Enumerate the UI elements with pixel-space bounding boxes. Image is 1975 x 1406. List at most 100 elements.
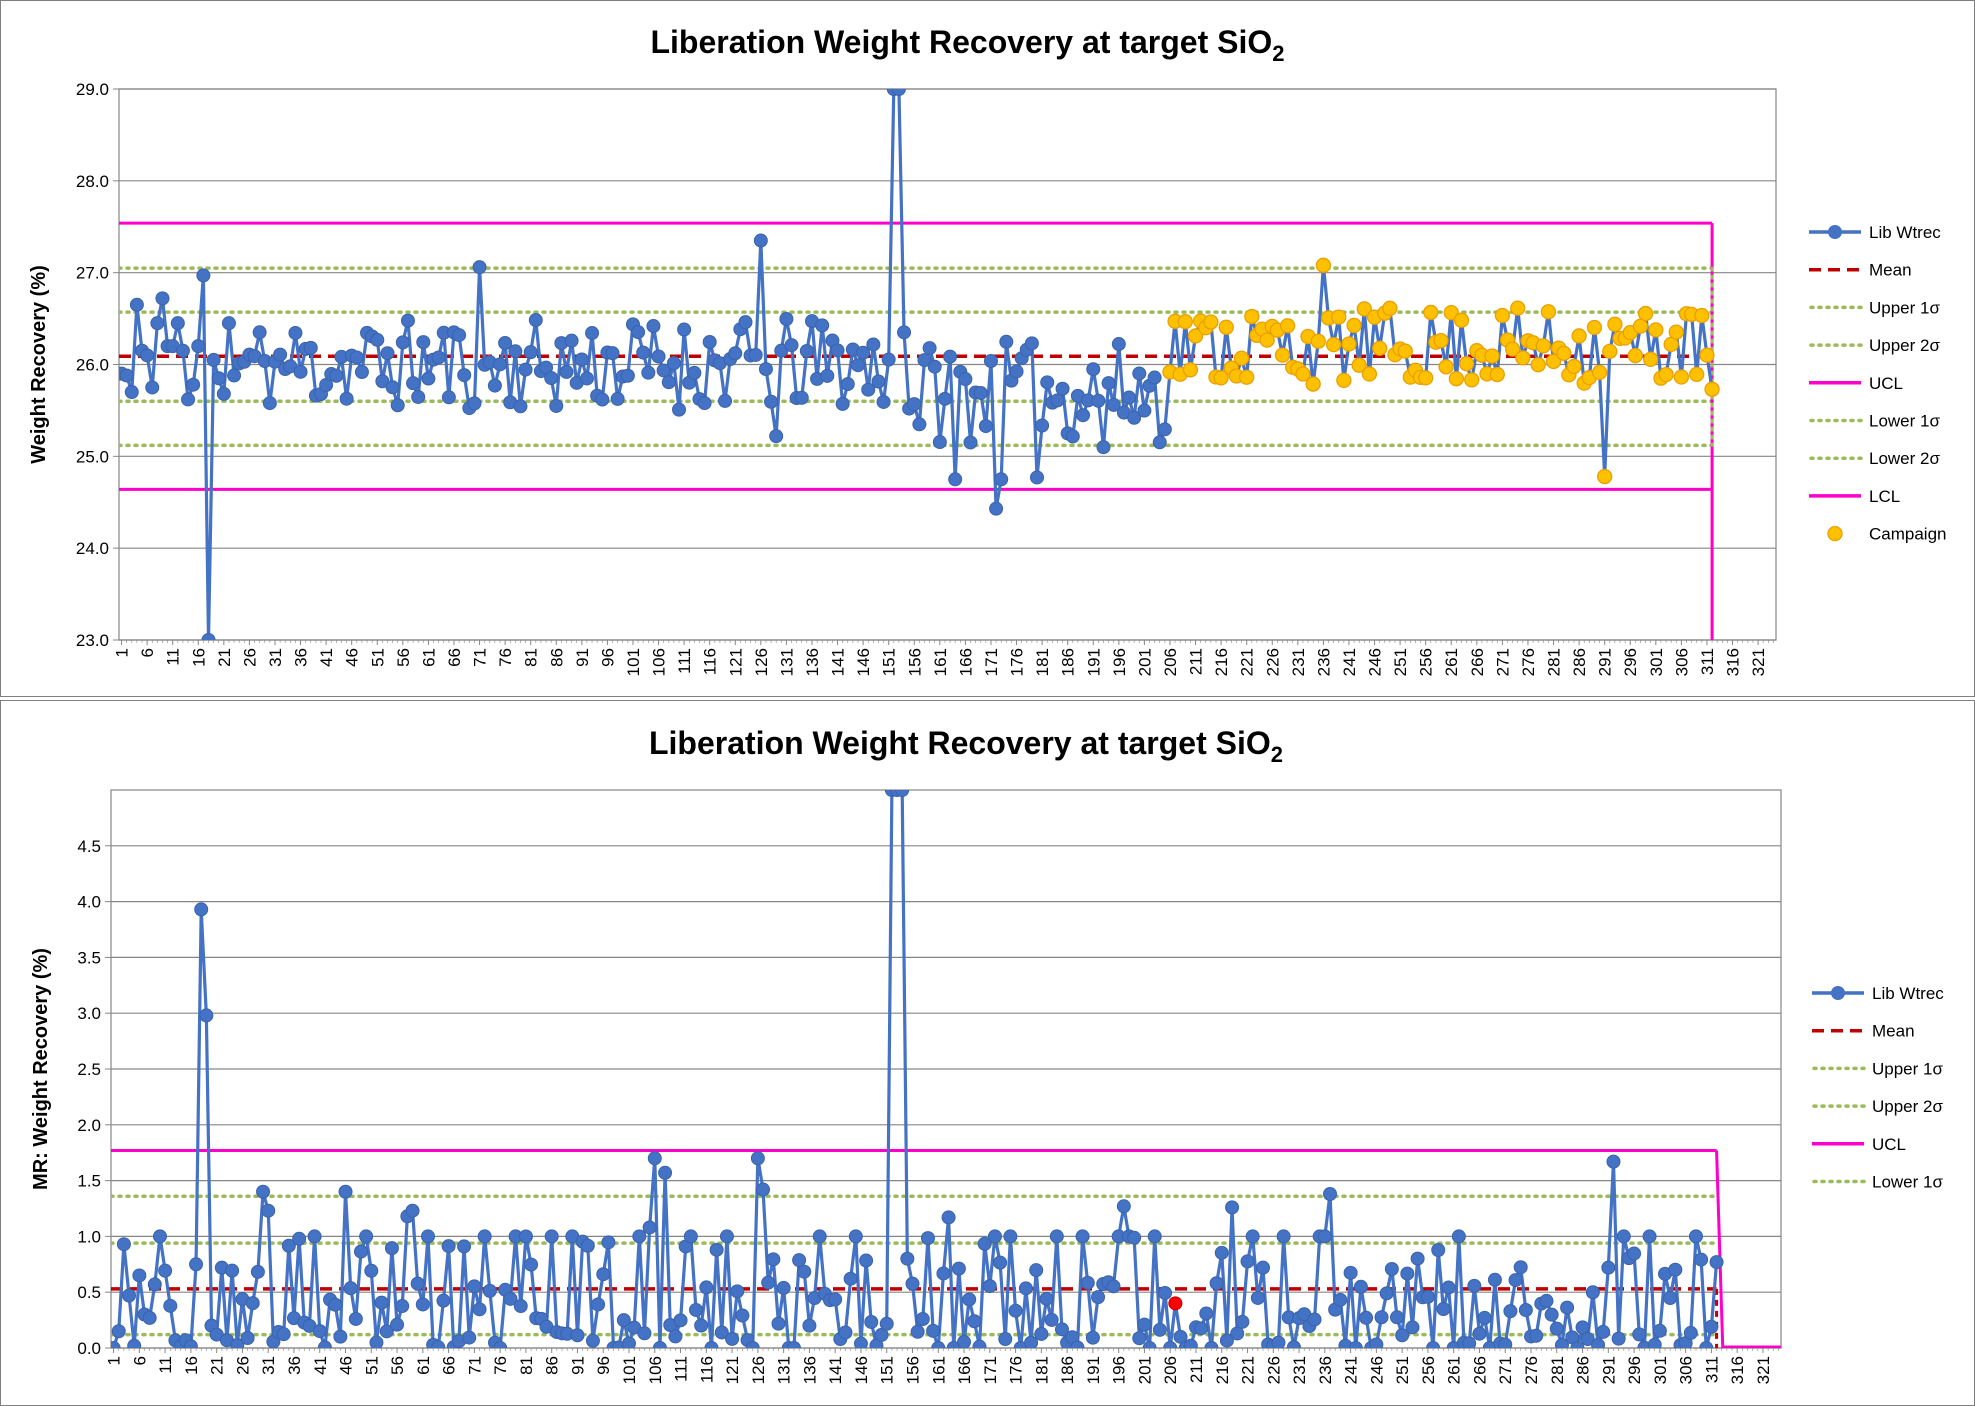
data-point (124, 385, 139, 400)
campaign-point (1668, 324, 1684, 340)
data-point (802, 1318, 817, 1333)
y-tick-label: 25.0 (76, 447, 109, 466)
data-point (1219, 1333, 1234, 1348)
x-tick-label: 271 (1496, 1356, 1515, 1384)
data-point (1369, 1337, 1384, 1348)
campaign-point (1182, 362, 1199, 378)
data-point (1642, 1229, 1657, 1244)
data-point (835, 396, 850, 411)
data-point (1436, 1302, 1451, 1317)
data-point (1137, 403, 1152, 418)
data-point (216, 386, 231, 401)
data-point (1333, 1292, 1348, 1307)
chart-title: Liberation Weight Recovery at target SiO… (649, 725, 1283, 767)
x-tick-label: 146 (854, 648, 873, 676)
data-point (317, 1340, 332, 1348)
data-point (1050, 393, 1065, 408)
data-point (384, 1241, 399, 1256)
data-point (730, 1284, 745, 1299)
data-point (349, 350, 364, 365)
flagged-point (1168, 1296, 1183, 1311)
data-point (864, 1314, 879, 1329)
campaign-point (1325, 336, 1342, 353)
legend-item: Lower 1σ (1812, 1173, 1943, 1192)
campaign-point (1504, 341, 1521, 357)
data-point (725, 1331, 740, 1346)
x-tick-label: 151 (878, 1356, 897, 1384)
campaign-point (1535, 338, 1551, 354)
x-tick-label: 186 (1058, 1356, 1077, 1384)
x-tick-label: 96 (594, 1356, 613, 1375)
chart-title-subscript: 2 (1272, 41, 1284, 66)
data-point (1049, 1229, 1064, 1244)
campaign-point (1673, 369, 1690, 385)
data-point (920, 1231, 935, 1246)
x-tick-label: 91 (573, 648, 592, 667)
campaign-point (1274, 347, 1291, 363)
chart-title: Liberation Weight Recovery at target SiO… (650, 24, 1284, 66)
data-point (276, 1327, 291, 1342)
x-tick-label: 291 (1599, 1356, 1618, 1384)
y-tick-label: 1.0 (77, 1227, 101, 1246)
data-point (1596, 1324, 1611, 1339)
data-point (1091, 1290, 1106, 1305)
campaign-point (1356, 301, 1372, 317)
legend-label: Lower 1σ (1869, 412, 1940, 431)
campaign-point (1310, 333, 1326, 349)
data-point (927, 359, 942, 374)
data-point (518, 362, 533, 377)
data-point (994, 472, 1009, 487)
data-point (1250, 1290, 1265, 1305)
x-tick-label: 221 (1239, 1356, 1258, 1384)
x-tick-label: 141 (826, 1356, 845, 1384)
campaign-point (1438, 359, 1454, 375)
data-point (1106, 397, 1121, 412)
x-tick-label: 141 (829, 648, 848, 676)
data-point (1554, 1338, 1569, 1348)
data-point (595, 392, 610, 407)
campaign-point (1187, 328, 1204, 344)
data-point (493, 1341, 508, 1348)
campaign-point (1489, 366, 1505, 383)
data-point (973, 385, 988, 400)
data-point (697, 396, 712, 411)
campaign-point (1704, 381, 1720, 397)
x-tick-label: 231 (1289, 648, 1308, 676)
data-point (735, 1308, 750, 1323)
data-point (718, 393, 733, 408)
legend-label: Lib Wtrec (1872, 984, 1944, 1003)
data-point (293, 364, 308, 379)
data-point (1699, 1341, 1714, 1348)
data-point (1668, 1262, 1683, 1277)
data-point (1348, 1341, 1363, 1348)
data-point (1075, 1229, 1090, 1244)
data-point (183, 1339, 198, 1348)
campaign-point (1418, 370, 1434, 386)
data-point (348, 1311, 363, 1326)
data-point (977, 1236, 992, 1251)
y-tick-label: 2.5 (77, 1060, 101, 1079)
data-point (1225, 1200, 1240, 1215)
y-tick-label: 26.0 (76, 356, 109, 375)
data-point (1152, 435, 1167, 450)
campaign-point (1341, 336, 1357, 352)
data-point (1513, 1260, 1528, 1275)
data-point (1652, 1323, 1667, 1338)
data-point (668, 1329, 683, 1344)
data-point (111, 1324, 126, 1339)
legend-item: UCL (1809, 374, 1903, 393)
data-point (881, 352, 896, 367)
x-tick-label: 276 (1522, 1356, 1541, 1384)
x-tick-label: 191 (1084, 1356, 1103, 1384)
data-point (861, 382, 876, 397)
data-point (1647, 1337, 1662, 1348)
data-point (922, 341, 937, 356)
data-point (1426, 1341, 1441, 1348)
x-tick-label: 11 (156, 1356, 175, 1374)
data-point (941, 1210, 956, 1225)
data-point (812, 1229, 827, 1244)
data-point (1580, 1332, 1595, 1347)
campaign-point (1371, 340, 1388, 356)
data-point (375, 374, 390, 389)
data-point (585, 326, 600, 341)
